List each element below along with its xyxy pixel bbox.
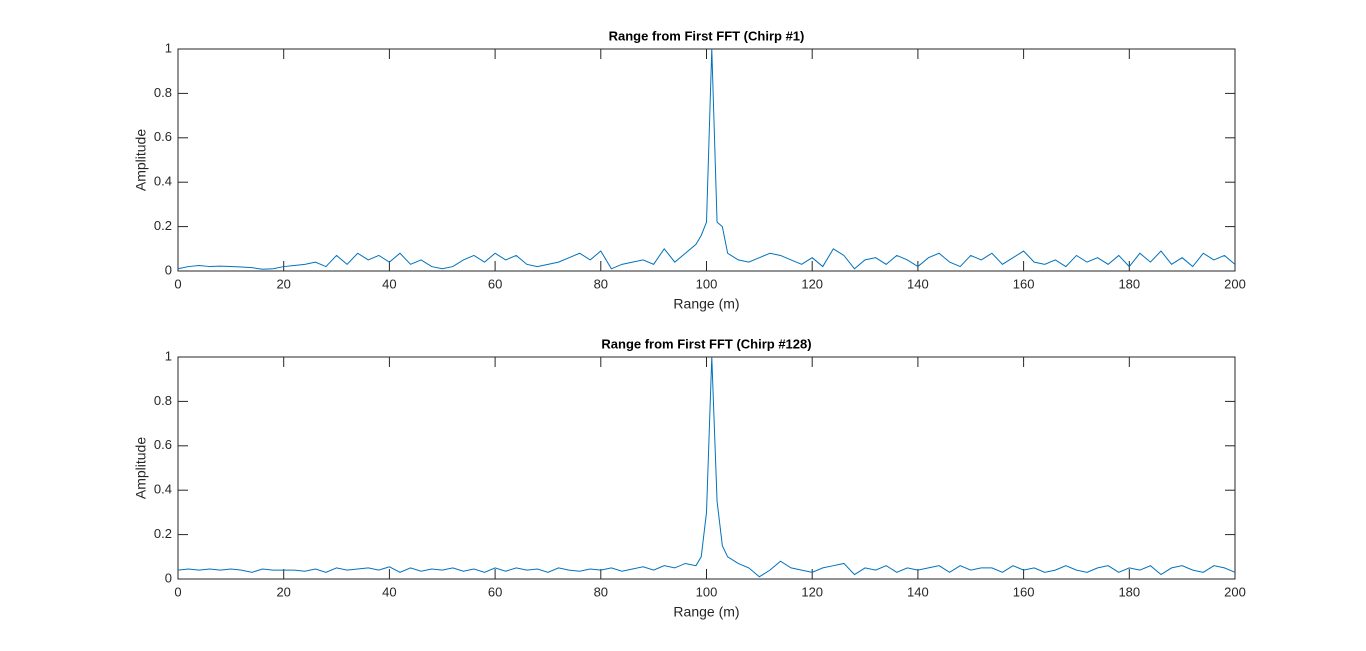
x-tick-label: 40 [382,584,396,599]
y-tick-label: 0.4 [154,482,172,497]
x-tick-label: 120 [801,584,823,599]
x-tick-label: 80 [594,584,608,599]
x-tick-label: 200 [1224,276,1246,291]
x-tick-label: 140 [907,584,929,599]
data-line [177,356,1236,578]
x-tick-label: 60 [488,276,502,291]
y-tick-label: 0.2 [154,526,172,541]
y-axis-label: Amplitude [133,129,149,191]
plot-area [177,356,1236,580]
x-tick-label: 20 [276,584,290,599]
y-tick-label: 0.2 [154,218,172,233]
x-tick-label: 0 [174,584,181,599]
x-tick-label: 0 [174,276,181,291]
x-axis-label: Range (m) [673,296,739,312]
x-tick-label: 20 [276,276,290,291]
x-axis-label: Range (m) [673,604,739,620]
x-tick-label: 160 [1013,276,1035,291]
data-line [177,48,1236,270]
x-tick-label: 120 [801,276,823,291]
x-tick-label: 80 [594,276,608,291]
x-tick-label: 180 [1118,584,1140,599]
x-tick-label: 40 [382,276,396,291]
x-tick-label: 140 [907,276,929,291]
x-tick-label: 180 [1118,276,1140,291]
chart-title: Range from First FFT (Chirp #128) [601,336,811,351]
y-tick-label: 0.6 [154,129,172,144]
y-tick-label: 0 [165,570,172,585]
y-tick-label: 0.4 [154,174,172,189]
y-tick-label: 0 [165,262,172,277]
y-tick-label: 1 [165,40,172,55]
x-tick-label: 160 [1013,584,1035,599]
x-tick-label: 100 [696,276,718,291]
x-tick-label: 200 [1224,584,1246,599]
x-tick-label: 60 [488,584,502,599]
y-tick-label: 0.8 [154,85,172,100]
plot-area [177,48,1236,272]
y-tick-label: 0.6 [154,437,172,452]
y-tick-label: 1 [165,348,172,363]
y-axis-label: Amplitude [133,437,149,499]
y-tick-label: 0.8 [154,393,172,408]
x-tick-label: 100 [696,584,718,599]
chart-title: Range from First FFT (Chirp #1) [609,28,805,43]
